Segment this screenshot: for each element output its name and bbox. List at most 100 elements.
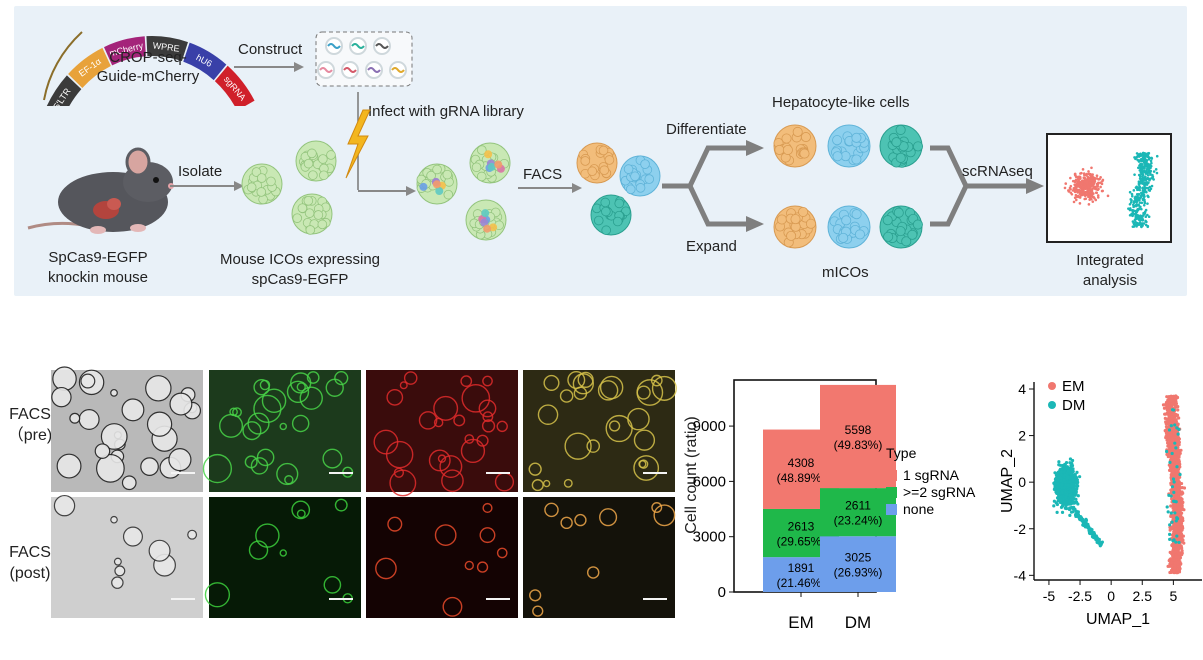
umap-point-em xyxy=(1173,458,1177,462)
stacked-bar-chart: 0 3000 6000 9000 1891(21.46%) 2613(29.65%) 430… xyxy=(693,379,976,632)
umap-point-dm xyxy=(1076,502,1080,506)
umap-point-em xyxy=(1174,493,1178,497)
legend-swatch xyxy=(886,504,897,515)
umap-point-em xyxy=(1164,431,1169,436)
umap-point-dm xyxy=(1052,487,1056,491)
umap-point-em xyxy=(1174,402,1179,406)
organoid xyxy=(879,124,924,168)
y-tick-label: 9000 xyxy=(693,418,726,435)
umap-point-em xyxy=(1161,403,1166,407)
umap-point-dm xyxy=(1165,505,1169,509)
umap-point-dm xyxy=(1083,519,1088,523)
x-tick-label: 5 xyxy=(1169,588,1177,604)
umap-point-em xyxy=(1182,541,1186,545)
umap-point-dm xyxy=(1164,449,1169,454)
umap-point-dm xyxy=(1060,510,1065,514)
umap-point-dm xyxy=(1062,486,1067,490)
umap-point-dm xyxy=(1087,528,1091,533)
legend-swatch xyxy=(1048,382,1056,390)
umap-point-em xyxy=(1171,506,1175,510)
umap-point-dm xyxy=(1071,510,1075,514)
umap-point-dm xyxy=(1177,540,1181,545)
umap-point-em xyxy=(1172,569,1176,573)
umap-point-em xyxy=(1174,414,1178,418)
umap-point-dm xyxy=(1070,464,1075,468)
umap-point-dm xyxy=(1062,501,1066,506)
umap-point-em xyxy=(1175,469,1179,474)
umap-point-dm xyxy=(1055,510,1059,514)
umap-point-dm xyxy=(1170,520,1174,524)
umap-point-em xyxy=(1164,436,1168,440)
umap-point-dm xyxy=(1168,460,1172,464)
organoid xyxy=(291,193,333,235)
vector-segment-label: WPRE xyxy=(152,40,180,53)
isolate-arrow xyxy=(170,181,244,191)
y-tick-label: 0 xyxy=(1018,474,1026,490)
umap-point-dm xyxy=(1057,463,1061,467)
umap-point-em xyxy=(1172,431,1176,435)
umap-point-dm xyxy=(1066,483,1070,487)
umap-point-dm xyxy=(1168,532,1172,536)
umap-point-dm xyxy=(1169,494,1173,498)
bar-data-label: 2611 xyxy=(845,499,871,513)
legend-swatch xyxy=(886,487,897,498)
umap-point-dm xyxy=(1080,519,1084,523)
vector-segment xyxy=(68,47,111,89)
expand-label: Expand xyxy=(686,238,737,255)
organoid-illustrations xyxy=(241,124,924,249)
differentiate-label: Differentiate xyxy=(666,121,747,138)
umap-point-em xyxy=(1167,468,1172,472)
umap-point-dm xyxy=(1171,539,1175,543)
umap-point-em xyxy=(1175,472,1179,476)
grna-library-box xyxy=(234,31,413,87)
umap-point-em xyxy=(1174,557,1178,562)
umap-point-em xyxy=(1176,477,1180,481)
umap-point-em xyxy=(1178,486,1182,490)
umap-point-em xyxy=(1173,396,1177,400)
umap-point-em xyxy=(1171,532,1176,536)
bar-data-label: (48.89%) xyxy=(777,471,826,485)
construct-label: Construct xyxy=(238,41,303,58)
legend-label: 1 sgRNA xyxy=(903,467,960,483)
umap-point-em xyxy=(1172,535,1176,539)
organoid xyxy=(416,163,458,205)
isolate-label: Isolate xyxy=(178,163,223,180)
umap-point-em xyxy=(1177,416,1181,420)
mouse-label: SpCas9-EGFP knockin mouse xyxy=(47,249,149,286)
x-tick-label: DM xyxy=(845,613,871,632)
umap-point-em xyxy=(1168,550,1172,554)
umap-point-em xyxy=(1169,557,1173,561)
row-label-pre: FACS （pre) xyxy=(7,406,53,444)
umap-point-em xyxy=(1169,437,1173,441)
icos-label: Mouse ICOs expressing spCas9-EGFP xyxy=(219,251,381,288)
bar-data-label: (29.65%) xyxy=(777,535,826,549)
umap-point-dm xyxy=(1059,479,1063,483)
umap-point-em xyxy=(1171,456,1175,460)
bar-data-label: 4308 xyxy=(788,456,815,470)
micrograph-brightfield xyxy=(51,366,203,492)
umap-point-em xyxy=(1175,461,1179,465)
organoid xyxy=(773,124,817,168)
umap-point-dm xyxy=(1056,478,1060,482)
umap-point-dm xyxy=(1098,541,1103,545)
umap-point-em xyxy=(1173,452,1177,456)
organoid xyxy=(879,205,923,249)
organoid xyxy=(827,205,871,249)
micrograph-merge xyxy=(523,497,676,618)
umap-point-dm xyxy=(1170,451,1174,456)
umap-point-dm xyxy=(1061,466,1065,470)
umap-point-dm xyxy=(1065,475,1070,479)
umap-point-dm xyxy=(1077,475,1082,479)
umap-point-dm xyxy=(1052,499,1056,503)
legend-swatch xyxy=(1048,401,1056,409)
legend-label: >=2 sgRNA xyxy=(903,484,976,500)
organoid xyxy=(576,142,618,184)
umap-point-dm xyxy=(1074,479,1078,483)
umap-point-dm xyxy=(1175,465,1179,469)
umap-point-em xyxy=(1167,449,1171,453)
micrograph-green xyxy=(202,370,361,492)
y-tick-label: 3000 xyxy=(693,529,726,546)
vector-name: CROP-seq- Guide-mCherry xyxy=(96,49,200,85)
umap-point-em xyxy=(1178,526,1182,530)
